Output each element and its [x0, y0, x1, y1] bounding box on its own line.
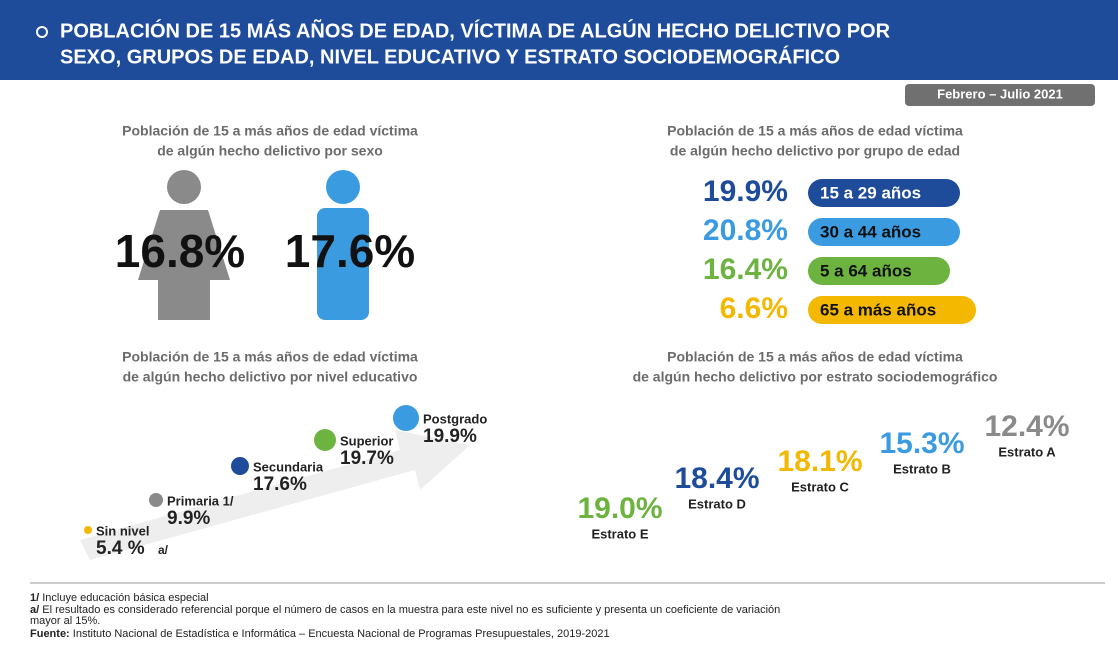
panel-title: de algún hecho delictivo por estrato soc… — [633, 369, 998, 385]
female-icon — [138, 170, 230, 320]
stratum-value: 12.4% — [984, 410, 1069, 443]
age-value: 6.6% — [720, 292, 788, 325]
mark: 1/ — [30, 592, 39, 604]
stratum-label: Estrato D — [688, 496, 746, 511]
panel-title: Población de 15 a más años de edad vícti… — [122, 123, 418, 139]
level-label: Superior — [340, 433, 393, 448]
age-label: 5 a 64 años — [820, 261, 912, 280]
level-label: Postgrado — [423, 411, 487, 426]
age-label: 65 a más años — [820, 300, 936, 319]
level-value: 9.9% — [167, 508, 210, 529]
level-dot — [84, 526, 92, 534]
age-value: 20.8% — [703, 214, 788, 247]
source: Fuente: Instituto Nacional de Estadístic… — [30, 628, 610, 640]
mark: a/ — [30, 604, 39, 616]
level-label: Secundaria — [253, 459, 324, 474]
text: Instituto Nacional de Estadística e Info… — [70, 628, 610, 640]
arrow — [80, 430, 470, 560]
footnote: a/ El resultado es considerado referenci… — [30, 604, 780, 616]
title: POBLACIÓN DE 15 MÁS AÑOS DE EDAD, VÍCTIM… — [60, 18, 891, 42]
stratum-value: 19.0% — [577, 492, 662, 525]
period: Febrero – Julio 2021 — [937, 86, 1063, 101]
level-value: 5.4 % — [96, 538, 145, 559]
age-pill — [808, 179, 960, 207]
header-bar — [0, 0, 1118, 80]
male-value: 17.6% — [285, 225, 415, 277]
panel-title: Población de 15 a más años de edad vícti… — [667, 123, 963, 139]
panel-title: Población de 15 a más años de edad vícti… — [667, 349, 963, 365]
panel-title: de algún hecho delictivo por grupo de ed… — [670, 143, 960, 159]
period-badge — [905, 84, 1095, 106]
level-value: 19.7% — [340, 448, 394, 469]
stratum-label: Estrato B — [893, 461, 951, 476]
bullet — [36, 26, 48, 38]
level-note: a/ — [158, 543, 169, 557]
text: Incluye educación básica especial — [39, 592, 208, 604]
age-pill — [808, 218, 960, 246]
level-value: 17.6% — [253, 474, 307, 495]
level-dot — [231, 457, 249, 475]
stratum-label: Estrato A — [998, 444, 1056, 459]
panel-title: Población de 15 a más años de edad vícti… — [122, 349, 418, 365]
title: SEXO, GRUPOS DE EDAD, NIVEL EDUCATIVO Y … — [60, 45, 840, 68]
age-pill — [808, 296, 976, 324]
stratum-value: 18.4% — [674, 462, 759, 495]
age-value: 16.4% — [703, 253, 788, 286]
mark: Fuente: — [30, 628, 70, 640]
male-icon — [317, 170, 369, 320]
level-value: 19.9% — [423, 426, 477, 447]
level-label: Sin nivel — [96, 523, 149, 538]
level-dot — [149, 493, 163, 507]
age-value: 19.9% — [703, 175, 788, 208]
female-value: 16.8% — [115, 225, 245, 277]
stratum-label: Estrato E — [591, 526, 648, 541]
age-pill — [808, 257, 950, 285]
level-label: Primaria 1/ — [167, 493, 234, 508]
footnote: mayor al 15%. — [30, 615, 100, 627]
age-label: 15 a 29 años — [820, 183, 921, 202]
text: El resultado es considerado referencial … — [39, 604, 780, 616]
panel-title: de algún hecho delictivo por sexo — [157, 143, 383, 159]
footnote: 1/ Incluye educación básica especial — [30, 592, 209, 604]
stratum-label: Estrato C — [791, 479, 849, 494]
level-dot — [314, 429, 336, 451]
stratum-value: 15.3% — [879, 427, 964, 460]
level-dot — [393, 405, 419, 431]
stratum-value: 18.1% — [777, 445, 862, 478]
panel-title: de algún hecho delictivo por nivel educa… — [123, 369, 418, 385]
age-label: 30 a 44 años — [820, 222, 921, 241]
